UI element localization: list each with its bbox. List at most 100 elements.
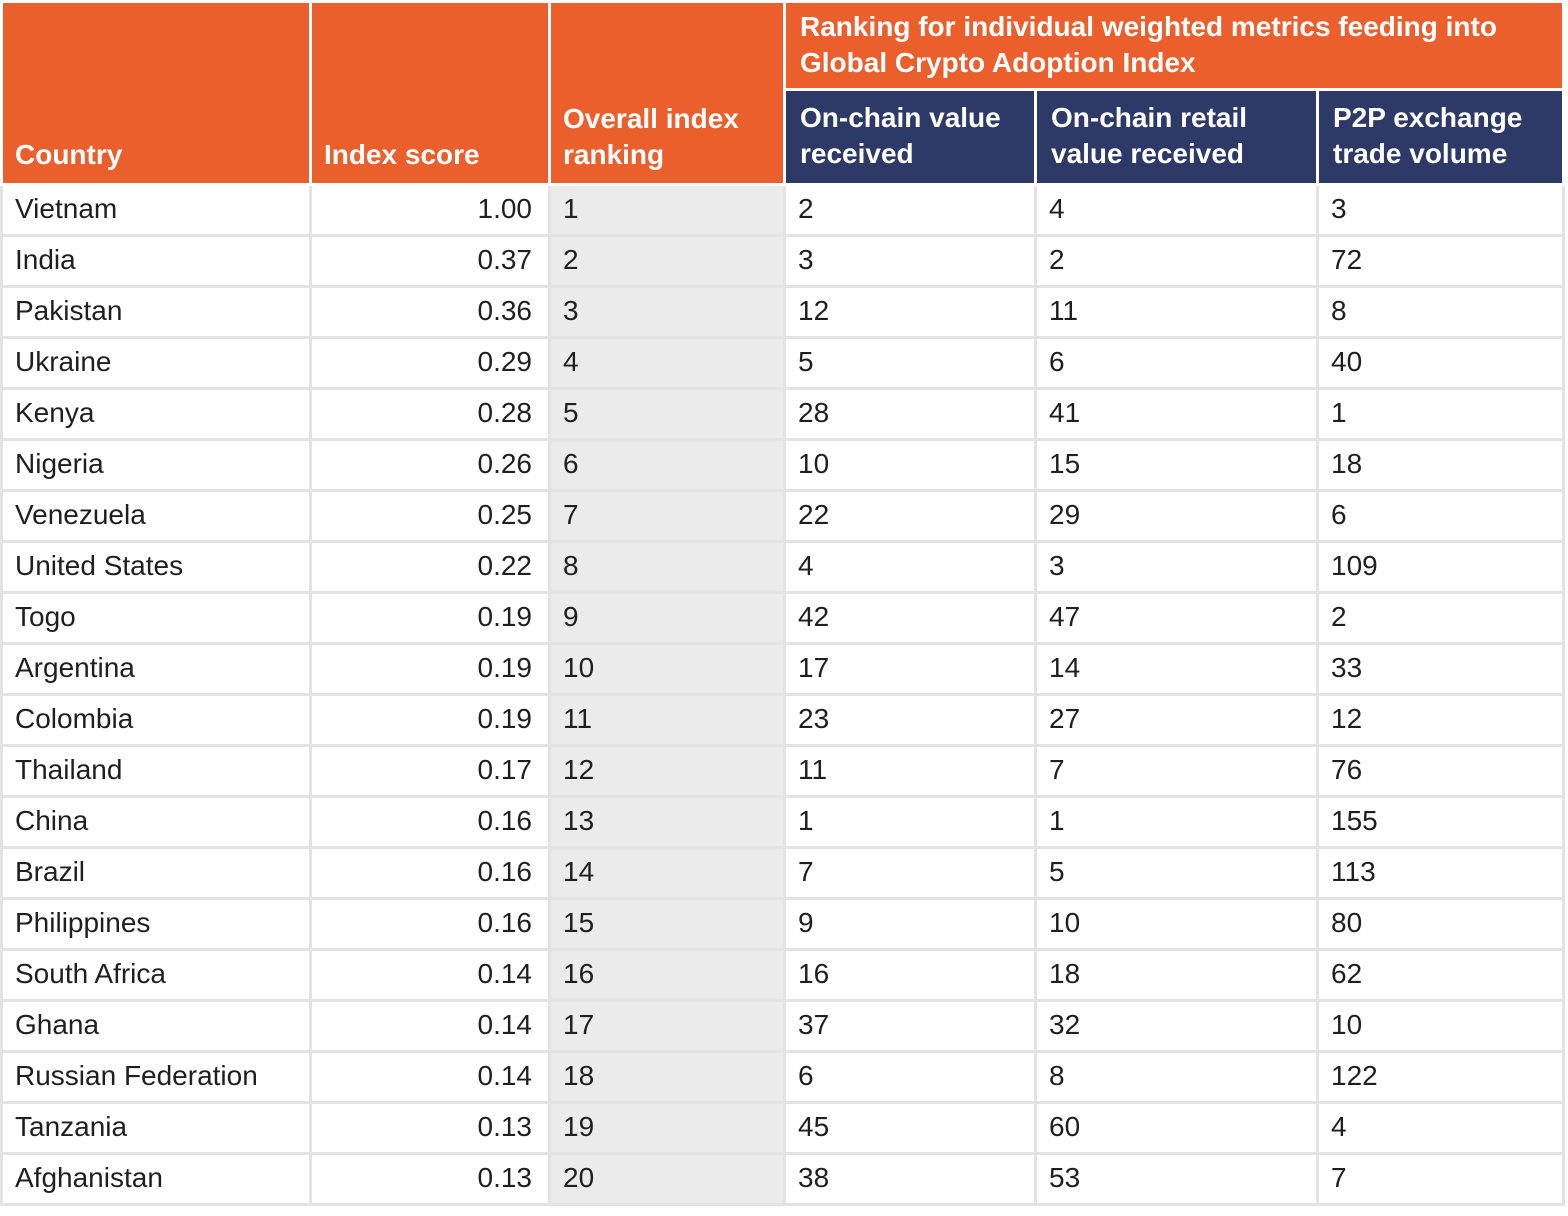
- overall-rank-cell: 17: [548, 999, 786, 1053]
- table-row: Afghanistan 0.13 20 38 53 7: [0, 1152, 1566, 1206]
- onchain-retail-cell: 14: [1034, 642, 1319, 696]
- onchain-value-cell: 7: [783, 846, 1037, 900]
- column-header-p2p-volume: P2P exchange trade volume: [1315, 88, 1566, 186]
- onchain-value-cell: 37: [783, 999, 1037, 1053]
- metrics-group-header: Ranking for individual weighted metrics …: [782, 0, 1566, 91]
- index-score-cell: 0.14: [309, 948, 551, 1002]
- p2p-volume-cell: 12: [1315, 693, 1566, 747]
- p2p-volume-cell: 6: [1315, 489, 1566, 543]
- country-cell: Thailand: [0, 744, 312, 798]
- index-score-cell: 0.37: [309, 234, 551, 288]
- country-cell: Vietnam: [0, 183, 312, 237]
- overall-rank-cell: 15: [548, 897, 786, 951]
- onchain-value-cell: 45: [783, 1101, 1037, 1155]
- country-cell: United States: [0, 540, 312, 594]
- onchain-retail-cell: 32: [1034, 999, 1319, 1053]
- country-cell: Argentina: [0, 642, 312, 696]
- onchain-value-cell: 12: [783, 285, 1037, 339]
- country-cell: Nigeria: [0, 438, 312, 492]
- onchain-value-cell: 38: [783, 1152, 1037, 1206]
- overall-rank-cell: 20: [548, 1152, 786, 1206]
- onchain-value-cell: 4: [783, 540, 1037, 594]
- table-row: Ghana 0.14 17 37 32 10: [0, 999, 1566, 1053]
- country-cell: Colombia: [0, 693, 312, 747]
- overall-rank-cell: 9: [548, 591, 786, 645]
- index-score-cell: 0.16: [309, 897, 551, 951]
- index-score-cell: 1.00: [309, 183, 551, 237]
- country-cell: China: [0, 795, 312, 849]
- column-header-onchain-value: On-chain value received: [783, 88, 1037, 186]
- onchain-value-cell: 10: [783, 438, 1037, 492]
- onchain-retail-cell: 2: [1034, 234, 1319, 288]
- overall-rank-cell: 18: [548, 1050, 786, 1104]
- onchain-retail-cell: 41: [1034, 387, 1319, 441]
- onchain-retail-cell: 10: [1034, 897, 1319, 951]
- table-row: Nigeria 0.26 6 10 15 18: [0, 438, 1566, 492]
- table-row: Brazil 0.16 14 7 5 113: [0, 846, 1566, 900]
- onchain-retail-cell: 53: [1034, 1152, 1319, 1206]
- onchain-value-cell: 28: [783, 387, 1037, 441]
- overall-rank-cell: 12: [548, 744, 786, 798]
- column-header-onchain-retail: On-chain retail value received: [1034, 88, 1319, 186]
- onchain-retail-cell: 5: [1034, 846, 1319, 900]
- onchain-retail-cell: 4: [1034, 183, 1319, 237]
- index-score-cell: 0.16: [309, 846, 551, 900]
- onchain-retail-cell: 15: [1034, 438, 1319, 492]
- table-row: Vietnam 1.00 1 2 4 3: [0, 183, 1566, 237]
- index-score-cell: 0.17: [309, 744, 551, 798]
- table-row: Argentina 0.19 10 17 14 33: [0, 642, 1566, 696]
- country-cell: Brazil: [0, 846, 312, 900]
- p2p-volume-cell: 7: [1315, 1152, 1566, 1206]
- overall-rank-cell: 4: [548, 336, 786, 390]
- index-score-cell: 0.36: [309, 285, 551, 339]
- onchain-value-cell: 6: [783, 1050, 1037, 1104]
- table-body: Vietnam 1.00 1 2 4 3 India 0.37 2 3 2 7 2…: [0, 183, 1566, 1206]
- onchain-value-cell: 9: [783, 897, 1037, 951]
- country-cell: India: [0, 234, 312, 288]
- onchain-value-cell: 23: [783, 693, 1037, 747]
- onchain-retail-cell: 18: [1034, 948, 1319, 1002]
- country-cell: Venezuela: [0, 489, 312, 543]
- index-score-cell: 0.13: [309, 1152, 551, 1206]
- onchain-value-cell: 5: [783, 336, 1037, 390]
- header-row-group: Country Index score Overall index rankin…: [0, 0, 1566, 186]
- overall-rank-cell: 3: [548, 285, 786, 339]
- onchain-retail-cell: 29: [1034, 489, 1319, 543]
- index-score-cell: 0.13: [309, 1101, 551, 1155]
- overall-rank-cell: 14: [548, 846, 786, 900]
- overall-rank-cell: 5: [548, 387, 786, 441]
- index-score-cell: 0.14: [309, 999, 551, 1053]
- overall-rank-cell: 13: [548, 795, 786, 849]
- p2p-volume-cell: 62: [1315, 948, 1566, 1002]
- table-row: China 0.16 13 1 1 155: [0, 795, 1566, 849]
- onchain-retail-cell: 60: [1034, 1101, 1319, 1155]
- onchain-value-cell: 16: [783, 948, 1037, 1002]
- index-score-cell: 0.19: [309, 693, 551, 747]
- table-row: Ukraine 0.29 4 5 6 40: [0, 336, 1566, 390]
- table-row: Venezuela 0.25 7 22 29 6: [0, 489, 1566, 543]
- onchain-retail-cell: 3: [1034, 540, 1319, 594]
- overall-rank-cell: 1: [548, 183, 786, 237]
- country-cell: Russian Federation: [0, 1050, 312, 1104]
- p2p-volume-cell: 8: [1315, 285, 1566, 339]
- table-row: United States 0.22 8 4 3 109: [0, 540, 1566, 594]
- index-score-cell: 0.22: [309, 540, 551, 594]
- onchain-value-cell: 2: [783, 183, 1037, 237]
- table-row: Thailand 0.17 12 11 7 76: [0, 744, 1566, 798]
- onchain-value-cell: 22: [783, 489, 1037, 543]
- p2p-volume-cell: 76: [1315, 744, 1566, 798]
- index-score-cell: 0.29: [309, 336, 551, 390]
- overall-rank-cell: 2: [548, 234, 786, 288]
- p2p-volume-cell: 18: [1315, 438, 1566, 492]
- table-row: Colombia 0.19 11 23 27 12: [0, 693, 1566, 747]
- index-score-cell: 0.19: [309, 591, 551, 645]
- onchain-retail-cell: 27: [1034, 693, 1319, 747]
- country-cell: Ukraine: [0, 336, 312, 390]
- index-score-cell: 0.19: [309, 642, 551, 696]
- table-row: Togo 0.19 9 42 47 2: [0, 591, 1566, 645]
- country-cell: Kenya: [0, 387, 312, 441]
- country-cell: Afghanistan: [0, 1152, 312, 1206]
- p2p-volume-cell: 3: [1315, 183, 1566, 237]
